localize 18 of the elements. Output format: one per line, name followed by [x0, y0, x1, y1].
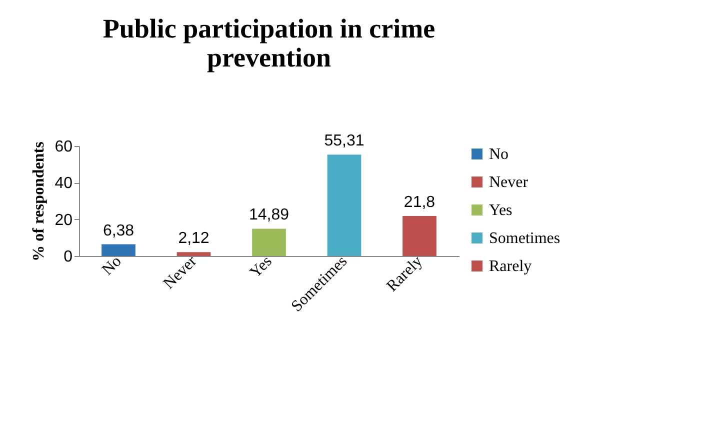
- legend-label: Yes: [489, 202, 512, 219]
- legend-label: No: [489, 146, 509, 163]
- legend-label: Sometimes: [489, 230, 560, 247]
- text: Public participation in crime: [102, 14, 436, 44]
- y-tick-label: 60: [54, 138, 73, 156]
- x-tick-label: No: [99, 252, 125, 279]
- y-tick-label: 20: [54, 212, 73, 229]
- data-label: 2,12: [178, 230, 210, 248]
- data-label: 21,8: [404, 194, 436, 212]
- x-tick-label: Yes: [246, 252, 276, 282]
- y-tick-label: 40: [54, 175, 73, 192]
- y-tick-label: 0: [64, 248, 73, 266]
- data-label: 6,38: [102, 222, 134, 240]
- y-axis-title: % of respondents: [30, 142, 48, 262]
- text: prevention: [206, 42, 332, 73]
- legend-label: Never: [489, 174, 529, 191]
- data-label: 14,89: [248, 206, 290, 224]
- data-label: 55,31: [324, 132, 364, 150]
